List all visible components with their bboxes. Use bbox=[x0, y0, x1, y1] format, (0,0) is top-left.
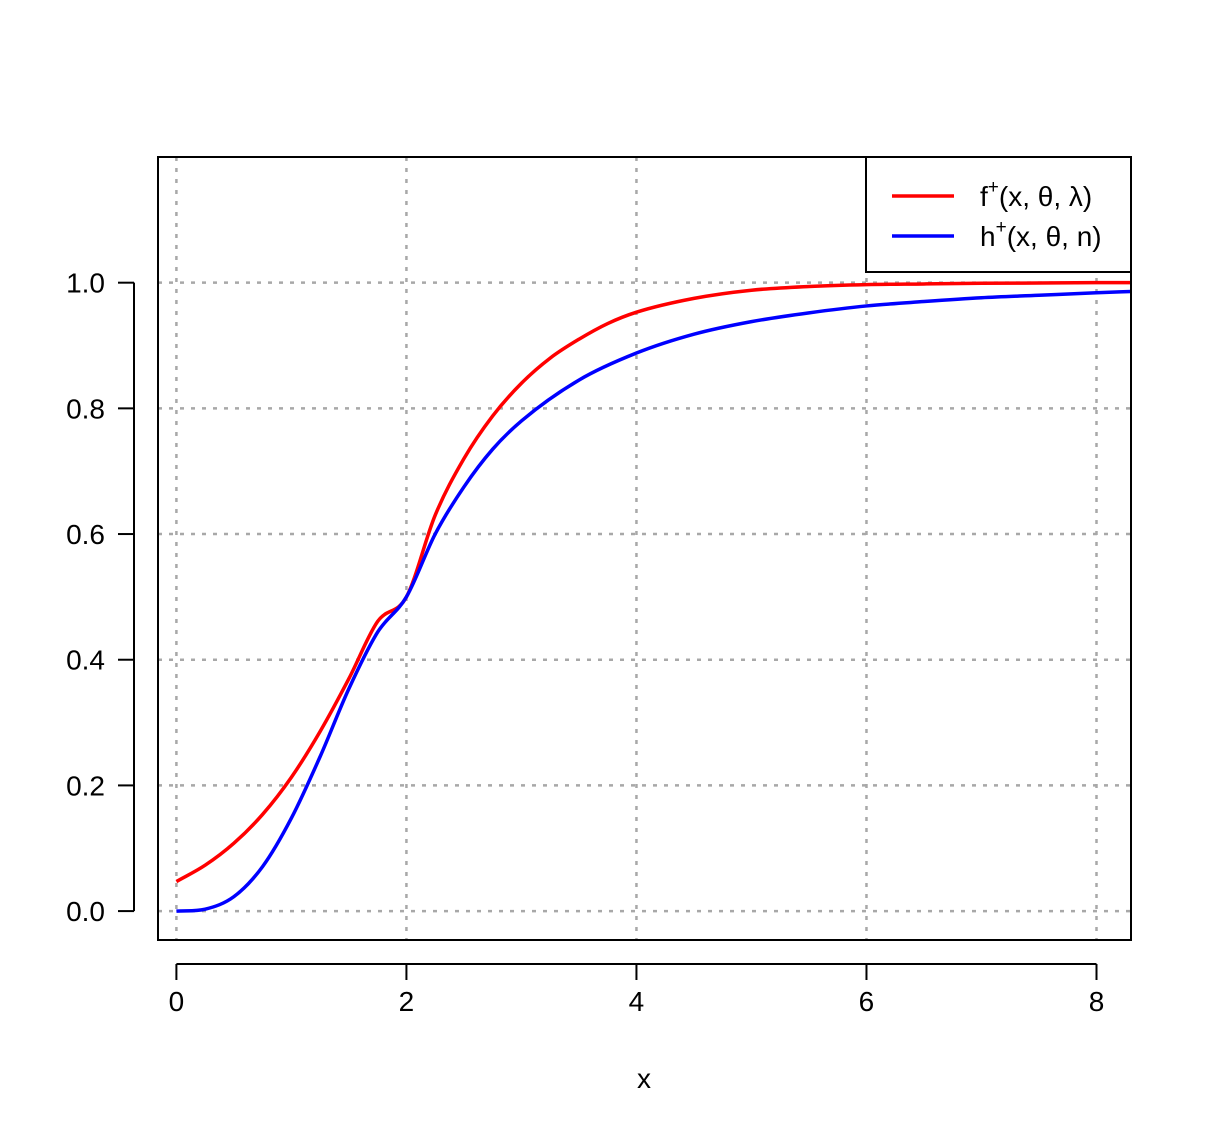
y-axis: 0.0 0.2 0.4 0.6 0.8 1.0 bbox=[66, 268, 135, 927]
legend-label-f-rest: (x, θ, λ) bbox=[999, 181, 1092, 212]
plot-frame bbox=[157, 156, 1132, 941]
legend-label-f-base: f bbox=[980, 181, 988, 212]
x-tick-label-3: 6 bbox=[859, 986, 875, 1017]
y-tick-label-3: 0.6 bbox=[66, 519, 105, 550]
legend-label-f-sup: + bbox=[988, 177, 999, 198]
legend-label-h-rest: (x, θ, n) bbox=[1007, 221, 1102, 252]
x-tick-label-1: 2 bbox=[399, 986, 415, 1017]
y-tick-label-1: 0.2 bbox=[66, 770, 105, 801]
legend-label-h: h+(x, θ, n) bbox=[980, 217, 1102, 252]
y-tick-label-2: 0.4 bbox=[66, 645, 105, 676]
x-tick-label-0: 0 bbox=[169, 986, 185, 1017]
series-line-f bbox=[175, 280, 1131, 884]
x-tick-label-2: 4 bbox=[629, 986, 645, 1017]
legend-box bbox=[865, 156, 1132, 273]
series-line-h bbox=[176, 289, 1132, 913]
legend-label-f: f+(x, θ, λ) bbox=[980, 177, 1092, 212]
legend-label-h-base: h bbox=[980, 221, 996, 252]
x-axis: 0 2 4 6 8 bbox=[169, 963, 1105, 1017]
x-axis-title: x bbox=[637, 1063, 651, 1094]
x-tick-label-4: 8 bbox=[1089, 986, 1105, 1017]
grid bbox=[158, 157, 1131, 940]
legend: f+(x, θ, λ) h+(x, θ, n) bbox=[865, 156, 1132, 273]
series-lines bbox=[175, 280, 1132, 913]
y-tick-label-4: 0.8 bbox=[66, 393, 105, 424]
legend-label-h-sup: + bbox=[996, 217, 1007, 238]
y-tick-label-0: 0.0 bbox=[66, 896, 105, 927]
y-tick-label-5: 1.0 bbox=[66, 268, 105, 299]
